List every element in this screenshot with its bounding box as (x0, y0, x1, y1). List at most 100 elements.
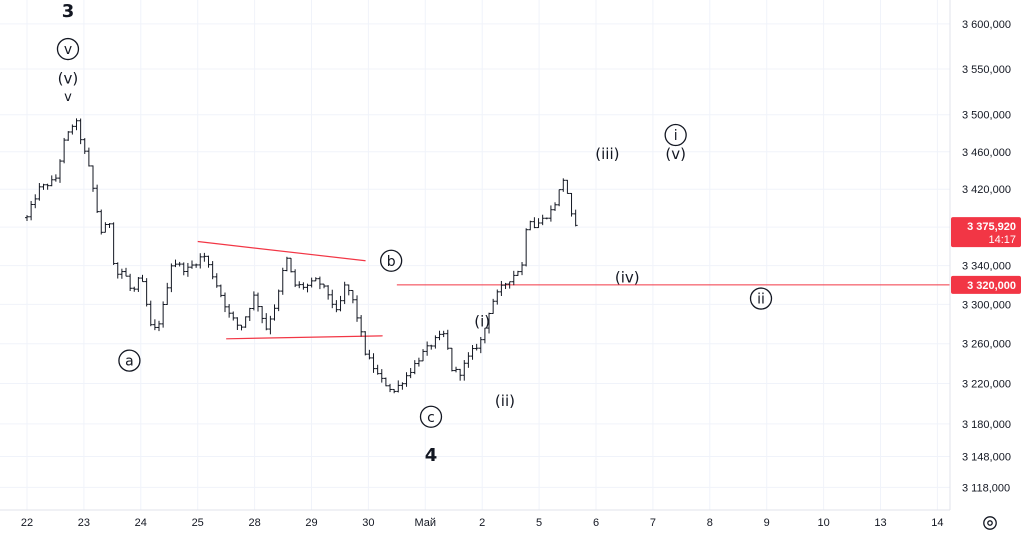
time-tick-label: 14 (931, 517, 943, 529)
ohlc-bar (454, 366, 459, 373)
ohlc-bar (363, 331, 368, 356)
ohlc-bar (289, 257, 294, 273)
ohlc-bar (462, 360, 467, 381)
wave-label[interactable]: 4 (425, 445, 438, 466)
ohlc-bar (206, 255, 211, 268)
ohlc-bar (128, 273, 133, 291)
wave-label[interactable]: (i) (474, 312, 490, 330)
time-tick-label: 28 (248, 517, 260, 529)
wave-label-text: (iii) (595, 145, 619, 163)
wave-label[interactable]: c (419, 405, 443, 428)
price-tick-label: 3 180,000 (962, 419, 1011, 431)
wave-label[interactable]: (ii) (495, 392, 515, 410)
wave-label[interactable]: a (118, 349, 141, 372)
ohlc-bar (433, 335, 438, 349)
ohlc-bar (491, 298, 496, 314)
trendline[interactable] (197, 240, 366, 262)
ohlc-bar (404, 372, 409, 387)
wave-label[interactable]: i (664, 123, 687, 147)
ohlc-bar (29, 200, 34, 221)
wave-label[interactable]: ii (749, 287, 773, 310)
ohlc-bar (342, 281, 347, 305)
time-tick-label: 22 (21, 517, 33, 529)
ohlc-bar (235, 317, 240, 330)
time-tick-label: 29 (305, 517, 317, 529)
wave-label[interactable]: (v) (665, 145, 686, 163)
ohlc-bar (136, 277, 141, 292)
ohlc-bar (449, 347, 454, 372)
ohlc-bar (173, 259, 178, 268)
wave-label[interactable]: v (64, 90, 72, 105)
wave-label[interactable]: (v) (58, 69, 79, 87)
wave-circle (419, 405, 443, 428)
wave-label[interactable]: 3 (62, 1, 75, 22)
ohlc-bar (482, 327, 487, 344)
ohlc-bar (379, 369, 384, 383)
ohlc-bar (107, 223, 112, 228)
wave-circle (664, 123, 687, 147)
price-axis[interactable]: 3 600,000 3 550,000 3 500,000 3 460,000 3 42… (962, 19, 1011, 494)
ohlc-bar (243, 316, 248, 328)
ohlc-bar (536, 218, 541, 229)
ohlc-bar (524, 228, 529, 267)
time-tick-label: 9 (764, 517, 770, 529)
time-tick-label: 23 (78, 517, 90, 529)
ohlc-bar (375, 364, 380, 375)
ohlc-bar (565, 179, 570, 194)
ohlc-bar (272, 304, 277, 321)
ohlc-bar (99, 209, 104, 235)
chart-settings-button[interactable] (980, 513, 1000, 533)
ohlc-bar (264, 313, 269, 331)
ohlc-bar (115, 262, 120, 279)
ohlc-bar (53, 174, 58, 182)
trendline-layer[interactable] (197, 240, 383, 340)
wave-label-text: v (64, 42, 72, 58)
time-tick-label: 24 (135, 517, 147, 529)
ohlc-bar (95, 184, 100, 213)
time-axis[interactable]: 22 23 24 25 28 29 30 Май 2 5 6 7 8 9 10 13 14 (21, 517, 944, 529)
ohlc-bar (256, 292, 261, 312)
ohlc-bar (66, 131, 71, 141)
ohlc-bar (144, 278, 149, 307)
ohlc-bar (520, 262, 525, 276)
ohlc-bar (161, 301, 166, 328)
ohlc-bar (45, 183, 50, 190)
ohlc-bar (297, 281, 302, 289)
ohlc-bar (396, 380, 401, 393)
ohlc-bar (41, 183, 46, 190)
wave-label[interactable]: (iv) (615, 269, 640, 287)
ohlc-bar (499, 280, 504, 296)
time-tick-label: 13 (874, 517, 886, 529)
ohlc-bar (408, 368, 413, 379)
time-tick-label: 8 (707, 517, 713, 529)
trendline[interactable] (226, 335, 383, 340)
ohlc-bar (202, 252, 207, 262)
ohlc-bar (359, 315, 364, 337)
wave-label[interactable]: (iii) (595, 145, 619, 163)
price-bars (25, 118, 578, 394)
ohlc-bar (441, 330, 446, 338)
ohlc-bar (301, 282, 306, 290)
ohlc-bar (429, 344, 434, 350)
time-tick-label: 10 (817, 517, 829, 529)
wave-label[interactable]: b (380, 249, 403, 272)
ohlc-bar (383, 377, 388, 387)
ohlc-bar (346, 284, 351, 296)
ohlc-bar (119, 268, 124, 279)
ohlc-bar (478, 336, 483, 354)
ohlc-bar (528, 220, 533, 231)
ohlc-bar (474, 343, 479, 351)
price-tick-label: 3 260,000 (962, 339, 1011, 351)
ohlc-bar (305, 283, 310, 293)
price-tick-label: 3 220,000 (962, 379, 1011, 391)
ohlc-bar (388, 383, 393, 393)
price-tick-label: 3 420,000 (962, 184, 1011, 196)
ohlc-bar (169, 263, 174, 293)
ohlc-bar (37, 183, 42, 201)
wave-label-text: c (427, 410, 435, 426)
wave-label[interactable]: v (56, 37, 80, 61)
ohlc-bar (487, 312, 492, 334)
